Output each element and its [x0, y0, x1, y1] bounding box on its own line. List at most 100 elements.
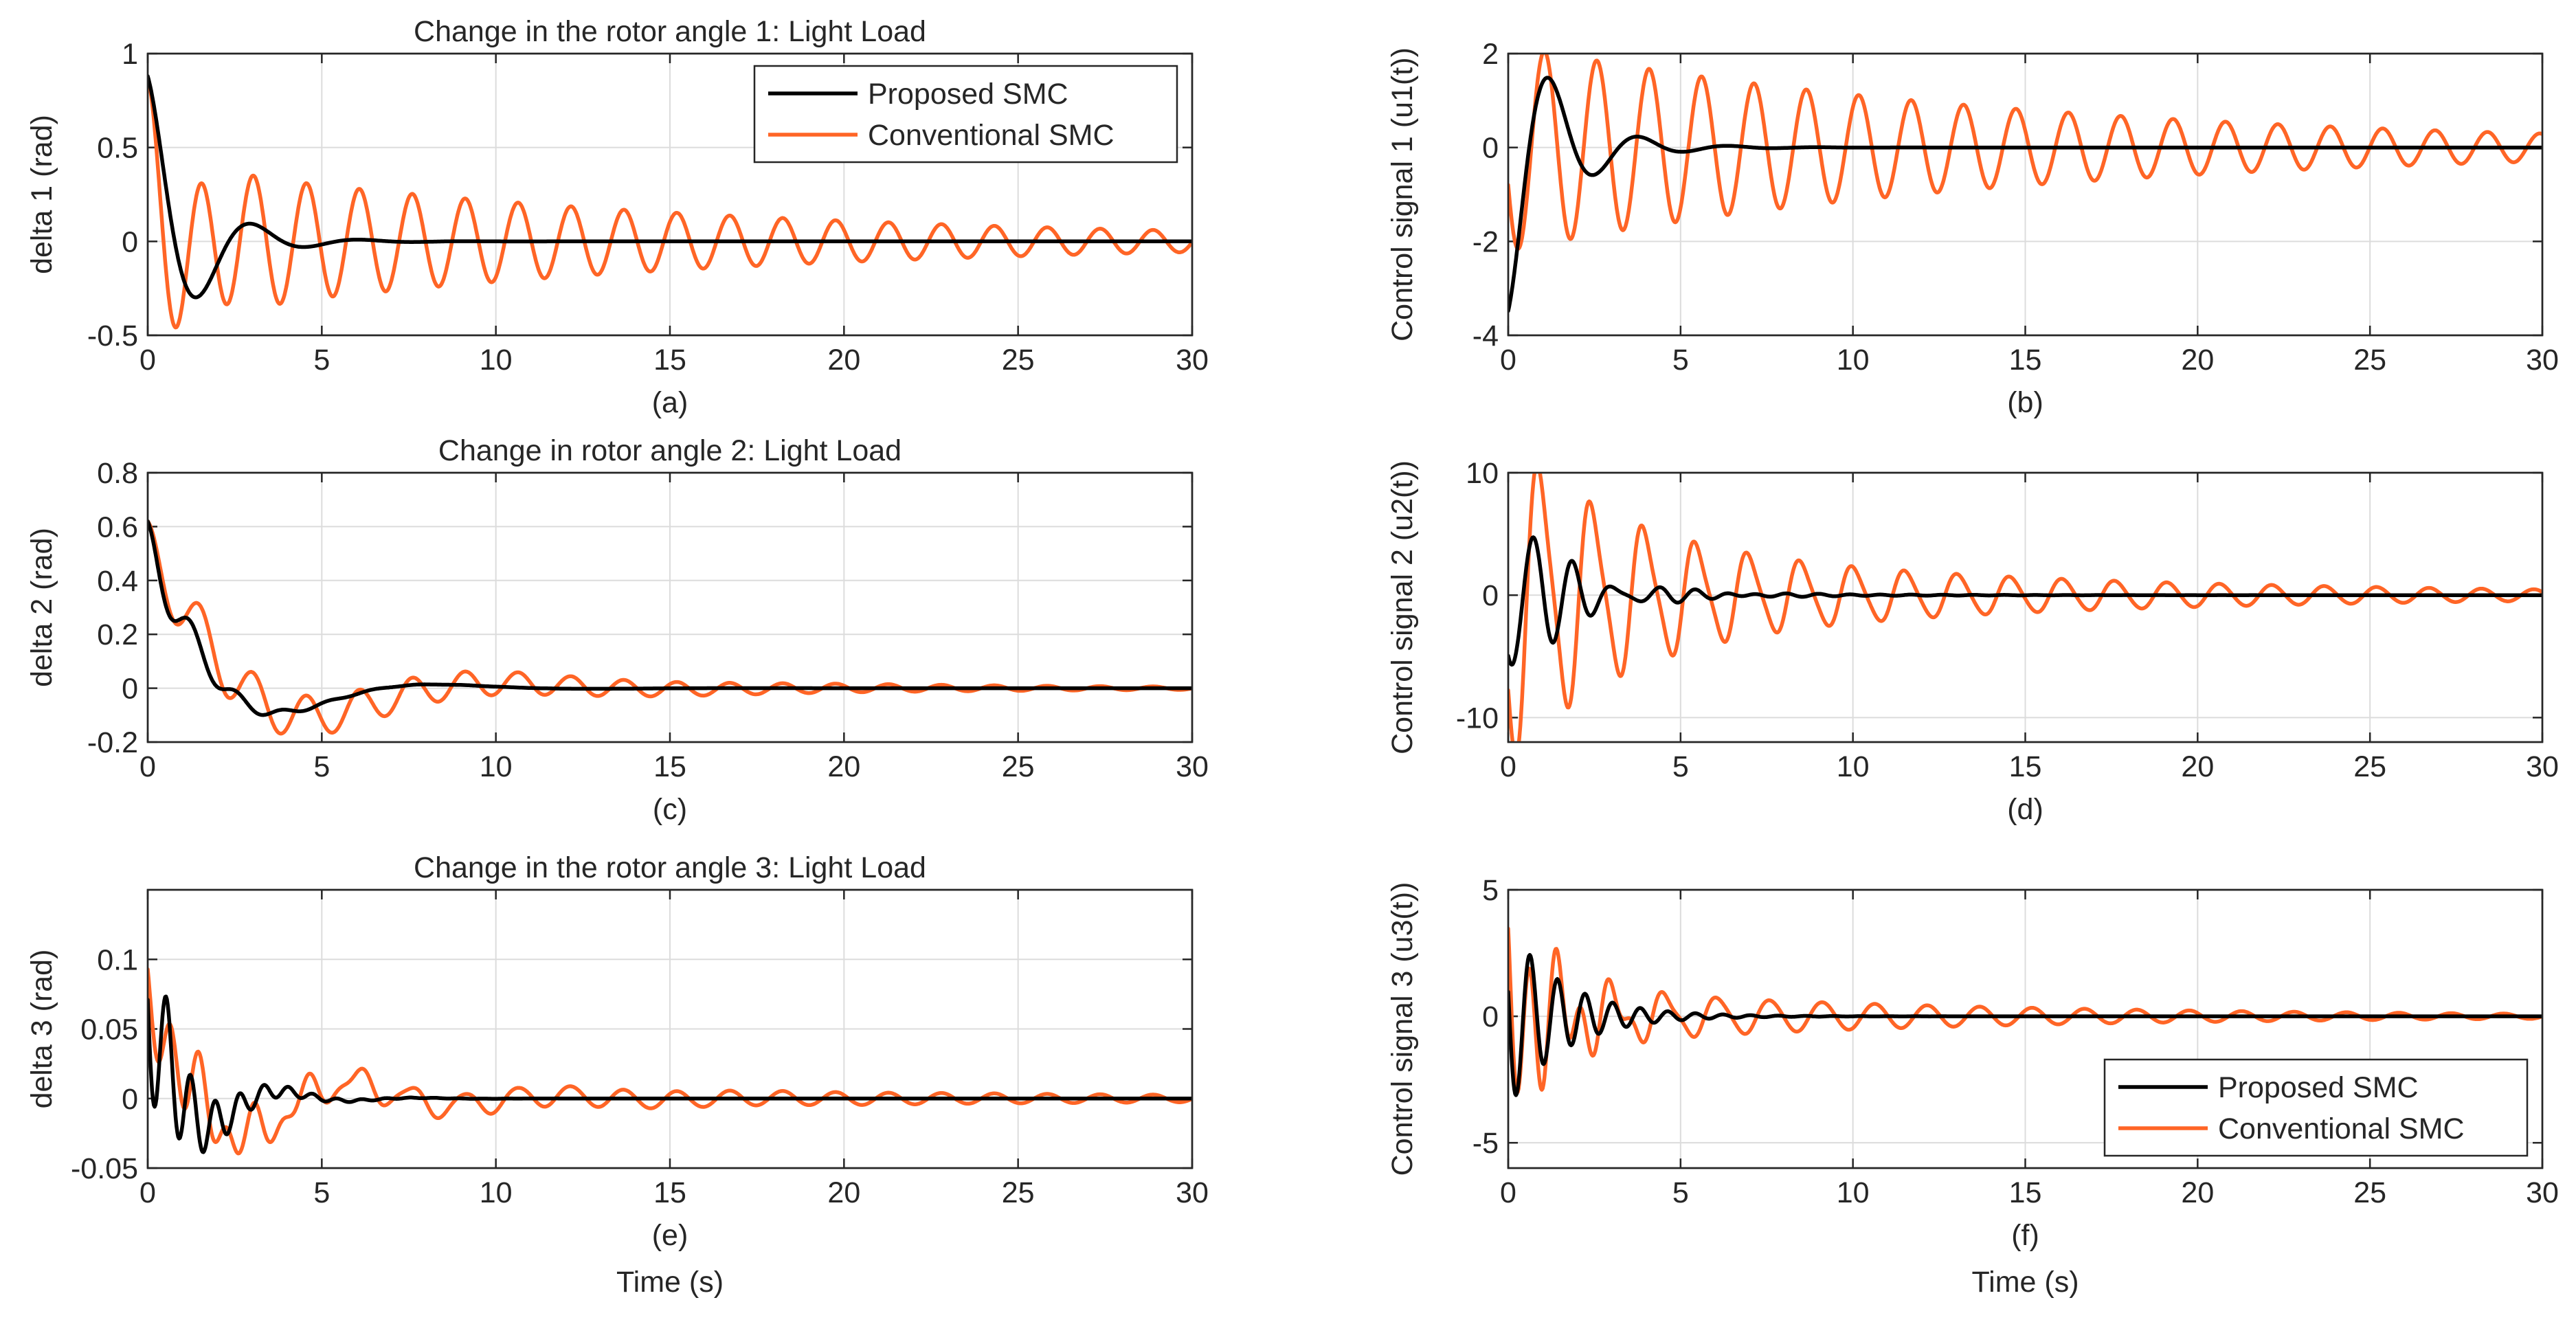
- x-tick-label: 0: [1500, 344, 1516, 377]
- series-line-proposed-smc: [1508, 952, 2542, 1097]
- x-tick-label: 25: [1002, 1176, 1035, 1209]
- x-tick-label: 0: [139, 1176, 156, 1209]
- y-tick-label: 0.5: [97, 132, 138, 165]
- plot-frame-f: [1507, 888, 2544, 1169]
- chart-title: Change in the rotor angle 1: Light Load: [414, 15, 926, 48]
- x-tick-label: 10: [1837, 344, 1870, 377]
- plot-frame-e: [146, 888, 1194, 1169]
- y-tick-label: 0: [1482, 1000, 1499, 1033]
- y-tick-label: 0.2: [97, 618, 138, 651]
- x-tick-label: 0: [139, 344, 156, 377]
- series-line-conventional-smc: [1508, 473, 2542, 742]
- x-tick-label: 5: [313, 750, 330, 783]
- x-tick-label: 25: [1002, 344, 1035, 377]
- legend-entry: Proposed SMC: [868, 78, 1068, 111]
- panel-caption: (b): [2007, 386, 2043, 419]
- x-tick-label: 5: [1672, 750, 1689, 783]
- y-axis-label: Control signal 3 (u3(t)): [1386, 882, 1419, 1176]
- x-tick-label: 20: [2181, 1176, 2214, 1209]
- series-line-proposed-smc: [148, 519, 1192, 717]
- x-tick-label: 15: [2009, 344, 2042, 377]
- x-tick-label: 0: [1500, 750, 1516, 783]
- plot-frame-c: [146, 471, 1194, 743]
- y-tick-label: 0.1: [97, 943, 138, 976]
- y-tick-label: 0: [1482, 132, 1499, 165]
- plot-frame-d: [1507, 471, 2544, 743]
- plot-frame-a: [146, 52, 1194, 337]
- x-tick-label: 5: [313, 344, 330, 377]
- legend-box: [2103, 1058, 2529, 1157]
- y-tick-label: 1: [122, 38, 138, 71]
- x-tick-label: 20: [2181, 344, 2214, 377]
- y-tick-label: 0.8: [97, 457, 138, 490]
- y-tick-label: -5: [1472, 1127, 1499, 1160]
- x-tick-label: 30: [2526, 750, 2559, 783]
- x-tick-label: 30: [1176, 344, 1209, 377]
- x-tick-label: 25: [2353, 750, 2386, 783]
- legend-entry: Proposed SMC: [2218, 1071, 2419, 1104]
- x-tick-label: 25: [2353, 344, 2386, 377]
- x-tick-label: 5: [313, 1176, 330, 1209]
- y-tick-label: 0.6: [97, 511, 138, 544]
- series-line-conventional-smc: [148, 519, 1192, 736]
- x-tick-label: 10: [1837, 1176, 1870, 1209]
- y-tick-label: -0.2: [87, 726, 138, 759]
- x-tick-label: 10: [480, 750, 513, 783]
- y-tick-label: 0.4: [97, 565, 138, 598]
- x-tick-label: 10: [480, 1176, 513, 1209]
- y-tick-label: -0.05: [71, 1152, 138, 1185]
- y-tick-label: -0.5: [87, 320, 138, 352]
- plot-frame-b: [1507, 52, 2544, 337]
- y-tick-label: -4: [1472, 320, 1499, 352]
- series-line-proposed-smc: [1508, 535, 2542, 667]
- legend-entry: Conventional SMC: [2218, 1112, 2465, 1145]
- chart-title: Change in the rotor angle 3: Light Load: [414, 851, 926, 884]
- series-line-proposed-smc: [148, 74, 1192, 300]
- x-tick-label: 15: [653, 344, 686, 377]
- legend-box: [753, 65, 1178, 164]
- chart-title: Change in rotor angle 2: Light Load: [438, 434, 901, 467]
- series-line-conventional-smc: [148, 76, 1192, 330]
- x-tick-label: 5: [1672, 1176, 1689, 1209]
- x-tick-label: 5: [1672, 344, 1689, 377]
- panel-caption: (a): [652, 386, 688, 419]
- x-tick-label: 20: [827, 344, 860, 377]
- panel-caption: (e): [652, 1219, 688, 1252]
- y-axis-label: delta 3 (rad): [25, 950, 58, 1109]
- x-tick-label: 15: [2009, 750, 2042, 783]
- y-tick-label: 2: [1482, 38, 1499, 71]
- y-tick-label: 0.05: [80, 1013, 138, 1046]
- x-axis-label: Time (s): [1971, 1266, 2079, 1299]
- y-tick-label: -2: [1472, 225, 1499, 258]
- y-tick-label: 0: [1482, 579, 1499, 612]
- x-tick-label: 20: [2181, 750, 2214, 783]
- x-tick-label: 20: [827, 750, 860, 783]
- y-tick-label: 0: [122, 673, 138, 706]
- series-line-proposed-smc: [148, 994, 1192, 1154]
- x-tick-label: 15: [2009, 1176, 2042, 1209]
- x-tick-label: 0: [139, 750, 156, 783]
- x-tick-label: 15: [653, 750, 686, 783]
- y-tick-label: 10: [1466, 457, 1499, 490]
- y-axis-label: Control signal 1 (u1(t)): [1386, 47, 1419, 341]
- x-tick-label: 0: [1500, 1176, 1516, 1209]
- x-tick-label: 10: [1837, 750, 1870, 783]
- x-tick-label: 30: [2526, 1176, 2559, 1209]
- panel-caption: (c): [653, 793, 687, 826]
- y-axis-label: Control signal 2 (u2(t)): [1386, 460, 1419, 754]
- x-tick-label: 30: [2526, 344, 2559, 377]
- y-tick-label: 0: [122, 225, 138, 258]
- x-tick-label: 30: [1176, 750, 1209, 783]
- x-tick-label: 25: [1002, 750, 1035, 783]
- x-tick-label: 25: [2353, 1176, 2386, 1209]
- y-tick-label: -10: [1456, 702, 1499, 735]
- legend-entry: Conventional SMC: [868, 119, 1115, 152]
- x-tick-label: 10: [480, 344, 513, 377]
- y-axis-label: delta 1 (rad): [25, 115, 58, 274]
- x-axis-label: Time (s): [616, 1266, 724, 1299]
- y-tick-label: 5: [1482, 874, 1499, 907]
- series-line-proposed-smc: [1508, 76, 2542, 313]
- y-tick-label: 0: [122, 1083, 138, 1116]
- x-tick-label: 15: [653, 1176, 686, 1209]
